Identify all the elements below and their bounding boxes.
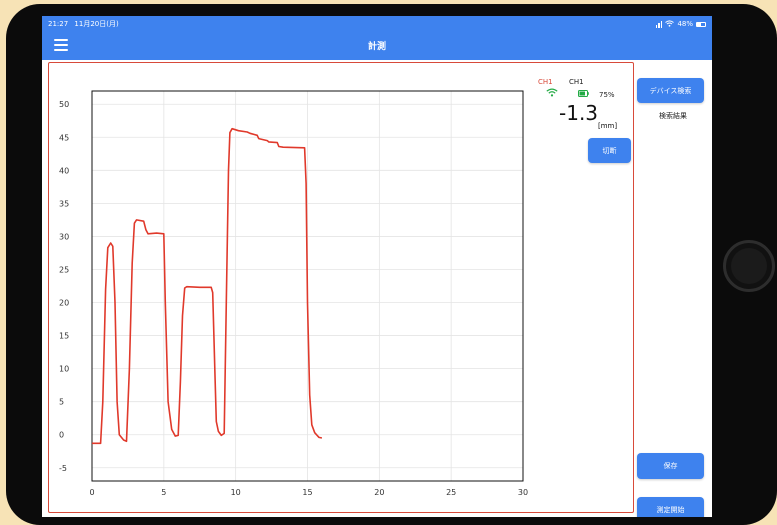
battery-channel-label: CH1 [569,78,584,86]
start-measurement-button[interactable]: 測定開始 [637,497,704,517]
wifi-icon [546,88,558,99]
y-tick-label: 45 [59,133,69,142]
y-tick-label: 20 [59,299,69,308]
device-battery-level: 75% [599,91,615,99]
y-tick-label: 5 [59,398,64,407]
status-date: 11月20日(月) [74,20,119,28]
chart-panel: 0 5 10 15 20 25 30 -5 0 5 10 15 20 25 30 35 40 45 50 CH1 C… [48,62,634,513]
x-tick-label: 0 [89,488,94,497]
app-screen: 21:27 11月20日(月) 48% 計測 0 5 10 15 20 25 30 -5 0 5 1… [42,16,712,517]
status-battery-percent: 48% [677,20,693,28]
x-tick-label: 15 [302,488,312,497]
battery-icon [696,21,706,27]
series-line [92,127,323,445]
status-right: 48% [655,19,706,29]
x-tick-label: 20 [374,488,384,497]
y-tick-label: 40 [59,166,69,175]
device-battery-icon [578,90,589,99]
y-tick-label: 25 [59,265,69,274]
x-tick-label: 30 [518,488,528,497]
tablet-frame: 21:27 11月20日(月) 48% 計測 0 5 10 15 20 25 30 -5 0 5 1… [6,4,777,525]
y-tick-label: -5 [59,464,67,473]
navigation-bar: 計測 [42,32,712,60]
measurement-chart: 0 5 10 15 20 25 30 -5 0 5 10 15 20 25 30 35 40 45 50 [59,90,528,497]
x-tick-label: 25 [446,488,456,497]
measurement-unit: [mm] [598,122,618,130]
home-button[interactable] [723,240,775,292]
signal-icon [655,20,663,28]
page-title: 計測 [367,42,386,52]
x-tick-label: 10 [231,488,241,497]
wifi-channel-label: CH1 [538,78,553,86]
y-tick-label: 35 [59,199,69,208]
y-tick-label: 15 [59,332,69,341]
y-tick-label: 30 [59,232,69,241]
search-results-label: 検索結果 [659,112,687,120]
sidebar: デバイス検索 検索結果 保存 測定開始 [634,60,712,517]
hamburger-menu-icon[interactable] [54,39,68,51]
disconnect-button[interactable]: 切断 [588,138,631,163]
save-button[interactable]: 保存 [637,453,704,479]
y-tick-label: 10 [59,365,69,374]
measurement-value: -1.3 [559,101,599,125]
wifi-status-icon [665,19,675,29]
status-bar: 21:27 11月20日(月) 48% [42,16,712,32]
status-time: 21:27 [48,20,69,28]
x-tick-label: 5 [161,488,166,497]
device-search-button[interactable]: デバイス検索 [637,78,704,103]
plot-area-border [91,90,524,482]
status-left: 21:27 11月20日(月) [48,19,123,29]
y-tick-label: 50 [59,100,69,109]
y-tick-label: 0 [59,431,64,440]
